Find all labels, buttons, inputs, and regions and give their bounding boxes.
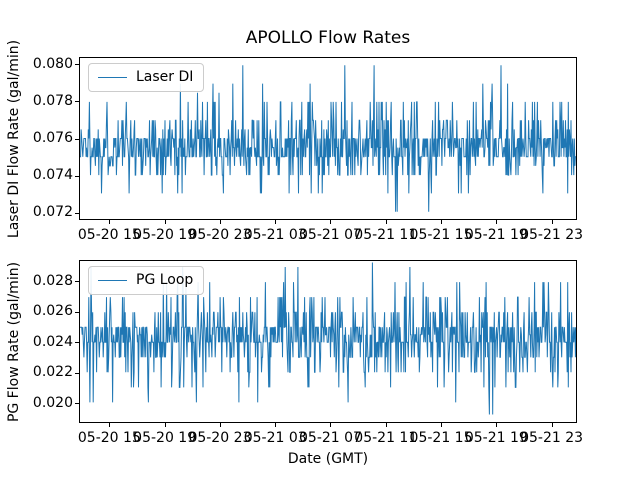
y-tick-mark	[75, 138, 79, 140]
laser-di-line-series	[80, 65, 576, 212]
legend-pg-loop: PG Loop	[88, 266, 205, 295]
x-tick-mark	[441, 423, 443, 427]
x-tick-label: 05-20 23	[188, 227, 252, 243]
y-tick-mark	[75, 281, 79, 283]
x-tick-label: 05-21 23	[520, 430, 584, 446]
x-tick-label: 05-20 15	[77, 227, 141, 243]
plot-area-laser-di: Laser DI	[79, 57, 577, 220]
y-tick-label: 0.028	[32, 272, 73, 289]
x-tick-mark	[109, 220, 111, 224]
x-tick-mark	[330, 423, 332, 427]
y-tick-label: 0.076	[32, 130, 73, 146]
x-tick-label: 05-20 15	[77, 430, 141, 446]
legend-label-pg-loop: PG Loop	[136, 272, 194, 288]
x-tick-mark	[109, 423, 111, 427]
y-tick-mark	[75, 175, 79, 177]
y-tick-label: 0.074	[32, 167, 73, 184]
x-tick-label: 05-21 15	[409, 227, 473, 243]
y-tick-mark	[75, 212, 79, 214]
x-tick-mark	[385, 423, 387, 427]
plot-area-pg-loop: PG Loop	[79, 260, 577, 423]
x-tick-mark	[496, 220, 498, 224]
legend-laser-di: Laser DI	[88, 63, 205, 92]
y-tick-label: 0.072	[32, 204, 73, 221]
x-tick-label: 05-20 23	[188, 430, 252, 446]
y-tick-mark	[75, 372, 79, 374]
y-tick-label: 0.026	[32, 303, 73, 320]
x-tick-mark	[441, 220, 443, 224]
y-tick-mark	[75, 311, 79, 313]
legend-line-sample-icon	[98, 280, 127, 281]
pg-loop-line-series	[80, 262, 576, 415]
y-tick-mark	[75, 101, 79, 103]
x-tick-label: 05-21 23	[520, 227, 584, 243]
x-tick-label: 05-21 03	[243, 430, 307, 446]
y-tick-mark	[75, 403, 79, 405]
y-tick-label: 0.022	[32, 364, 73, 381]
y-tick-mark	[75, 64, 79, 66]
x-tick-label: 05-20 19	[133, 430, 197, 446]
x-tick-label: 05-21 11	[354, 227, 418, 243]
y-tick-label: 0.080	[32, 55, 73, 72]
x-tick-label: 05-20 19	[133, 227, 197, 243]
x-tick-mark	[330, 220, 332, 224]
x-tick-mark	[385, 220, 387, 224]
y-tick-label: 0.078	[32, 92, 73, 109]
x-tick-label: 05-21 07	[299, 430, 362, 446]
x-tick-label: 05-21 11	[354, 430, 418, 446]
x-tick-mark	[219, 423, 221, 427]
x-tick-label: 05-21 19	[464, 430, 528, 446]
legend-line-sample-icon	[98, 77, 127, 78]
y-tick-mark	[75, 342, 79, 344]
legend-label-laser-di: Laser DI	[136, 69, 194, 85]
x-tick-label: 05-21 15	[409, 430, 473, 446]
y-tick-label: 0.020	[32, 394, 73, 411]
x-tick-mark	[275, 220, 277, 224]
x-tick-label: 05-21 03	[243, 227, 307, 243]
figure-title: APOLLO Flow Rates	[245, 28, 411, 48]
x-tick-mark	[551, 423, 553, 427]
y-tick-label: 0.024	[32, 333, 73, 350]
x-tick-mark	[219, 220, 221, 224]
x-tick-mark	[275, 423, 277, 427]
x-tick-mark	[551, 220, 553, 224]
x-tick-mark	[164, 220, 166, 224]
x-tick-label: 05-21 07	[299, 227, 362, 243]
x-tick-label: 05-21 19	[464, 227, 528, 243]
x-axis-label: Date (GMT)	[287, 451, 369, 467]
x-tick-mark	[496, 423, 498, 427]
x-tick-mark	[164, 423, 166, 427]
